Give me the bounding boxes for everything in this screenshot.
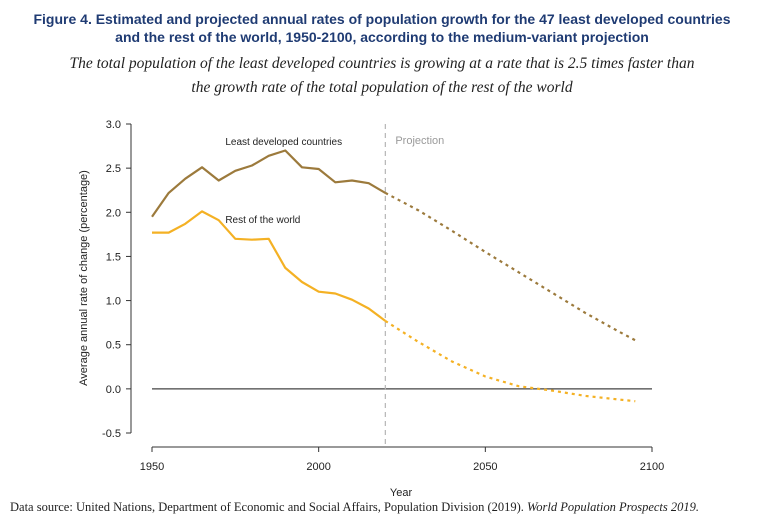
series-label-least-developed: Least developed countries bbox=[225, 137, 342, 148]
y-tick-label: 1.0 bbox=[106, 296, 121, 308]
chart-plot-area: Projection Least developed countries Rest … bbox=[151, 124, 652, 447]
x-axis-label: Year bbox=[390, 487, 413, 499]
x-tick-label: 1950 bbox=[140, 461, 164, 473]
y-tick-label: -0.5 bbox=[102, 428, 121, 440]
series-line-projected bbox=[384, 319, 636, 403]
series-line-estimated bbox=[151, 149, 386, 218]
figure-subtitle-line-2: the growth rate of the total population … bbox=[191, 79, 573, 96]
series-line-estimated bbox=[152, 210, 386, 322]
x-tick-label: 2050 bbox=[473, 461, 497, 473]
y-tick-label: 2.0 bbox=[106, 207, 121, 219]
y-axis-label: Average annual rate of change (percentag… bbox=[78, 170, 90, 386]
y-tick-label: 0.5 bbox=[106, 340, 121, 352]
projection-label: Projection bbox=[395, 135, 444, 147]
x-tick-label: 2100 bbox=[640, 461, 664, 473]
data-source-note: Data source: United Nations, Department … bbox=[10, 500, 760, 515]
y-tick-label: 3.0 bbox=[106, 119, 121, 131]
figure-title: Figure 4. Estimated and projected annual… bbox=[0, 10, 764, 46]
series-label-rest-of-world: Rest of the world bbox=[225, 215, 300, 226]
y-tick-label: 2.5 bbox=[106, 163, 121, 175]
figure-title-line-1: Figure 4. Estimated and projected annual… bbox=[33, 11, 731, 27]
chart-axes: -0.5 0.0 0.5 1.0 1.5 2.0 2.5 3.0 1950 2000 2050 210… bbox=[102, 119, 664, 473]
y-tick-label: 1.5 bbox=[106, 251, 121, 263]
series-line-projected bbox=[384, 191, 636, 342]
figure-subtitle: The total population of the least develo… bbox=[0, 52, 764, 100]
y-tick-label: 0.0 bbox=[106, 384, 121, 396]
figure-title-line-2: and the rest of the world, 1950-2100, ac… bbox=[115, 29, 649, 45]
data-source-title: World Population Prospects 2019. bbox=[527, 500, 700, 514]
figure-subtitle-line-1: The total population of the least develo… bbox=[69, 55, 695, 72]
data-source-text: Data source: United Nations, Department … bbox=[10, 500, 528, 514]
x-tick-label: 2000 bbox=[306, 461, 330, 473]
